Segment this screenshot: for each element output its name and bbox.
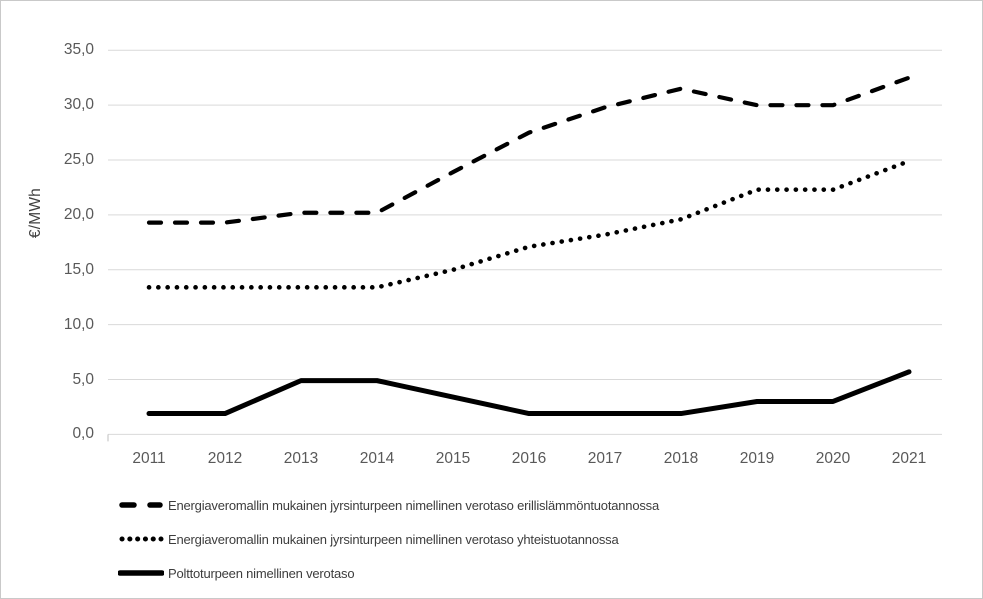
x-tick-label: 2013 bbox=[283, 450, 319, 467]
x-tick-label: 2014 bbox=[359, 450, 395, 467]
y-tick-label: 0,0 bbox=[72, 425, 94, 443]
legend-label: Polttoturpeen nimellinen verotaso bbox=[168, 565, 355, 581]
legend-item-yhteistuotanto: Energiaveromallin mukainen jyrsinturpeen… bbox=[118, 522, 958, 556]
x-tick-label: 2018 bbox=[663, 450, 699, 467]
legend-item-polttoturve: Polttoturpeen nimellinen verotaso bbox=[118, 556, 958, 590]
legend-item-erillislammontuotanto: Energiaveromallin mukainen jyrsinturpeen… bbox=[118, 488, 958, 522]
solid-line-swatch-icon bbox=[118, 570, 164, 576]
y-tick-label: 15,0 bbox=[63, 260, 94, 278]
dashed-line-swatch-icon bbox=[119, 502, 163, 508]
y-tick-label: 30,0 bbox=[63, 96, 94, 114]
x-tick-label: 2019 bbox=[739, 450, 775, 467]
legend-label: Energiaveromallin mukainen jyrsinturpeen… bbox=[168, 497, 659, 513]
x-tick-label: 2015 bbox=[435, 450, 471, 467]
y-tick-label: 10,0 bbox=[63, 315, 94, 333]
x-tick-label: 2017 bbox=[587, 450, 623, 467]
x-tick-label: 2016 bbox=[511, 450, 547, 467]
y-tick-label: 35,0 bbox=[63, 41, 94, 59]
series-line-solid bbox=[146, 369, 912, 417]
x-tick-label: 2011 bbox=[132, 450, 166, 467]
series-line-dashed bbox=[146, 75, 912, 225]
x-tick-label: 2012 bbox=[207, 450, 243, 467]
x-tick-label: 2021 bbox=[891, 450, 927, 467]
x-tick-label: 2020 bbox=[815, 450, 851, 467]
series-line-dotted bbox=[146, 158, 912, 290]
y-axis-title: €/MWh bbox=[27, 188, 44, 239]
y-tick-label: 20,0 bbox=[63, 205, 94, 223]
y-tick-label: 5,0 bbox=[72, 370, 94, 388]
legend-label: Energiaveromallin mukainen jyrsinturpeen… bbox=[168, 531, 619, 547]
y-tick-label: 25,0 bbox=[63, 151, 94, 169]
dotted-line-swatch-icon bbox=[119, 536, 164, 542]
legend: Energiaveromallin mukainen jyrsinturpeen… bbox=[118, 488, 958, 590]
